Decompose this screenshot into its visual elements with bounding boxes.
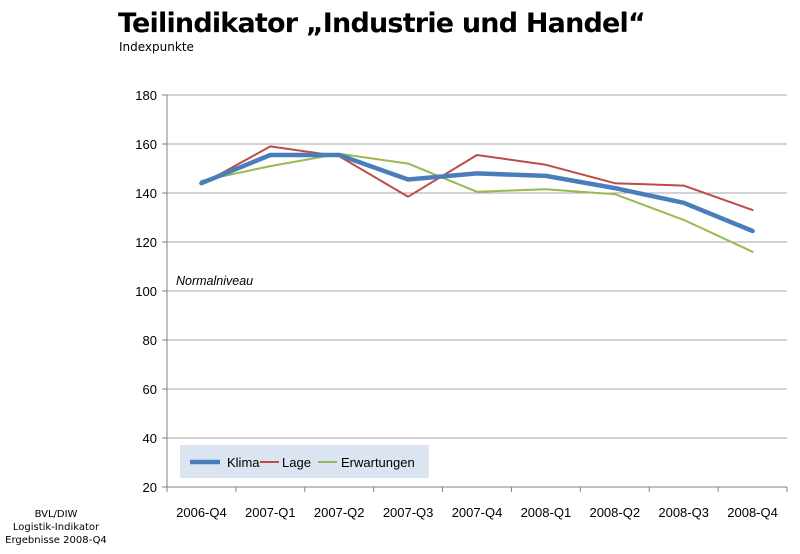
series-line-klima: [199, 152, 755, 234]
legend-label-erwartungen: Erwartungen: [341, 455, 415, 470]
legend-background: [180, 445, 429, 478]
y-tick-label: 60: [143, 382, 157, 397]
y-tick-label: 120: [135, 235, 157, 250]
y-tick-label: 20: [143, 480, 157, 495]
chart-subtitle: Indexpunkte: [119, 40, 194, 54]
y-tick-label: 180: [135, 88, 157, 103]
y-tick-label: 40: [143, 431, 157, 446]
legend-label-lage: Lage: [282, 455, 311, 470]
x-tick-label: 2007-Q2: [314, 505, 365, 520]
y-tick-label: 80: [143, 333, 157, 348]
x-tick-label: 2008-Q1: [521, 505, 572, 520]
series-line-erwartungen: [200, 152, 754, 253]
x-tick-label: 2007-Q1: [245, 505, 296, 520]
x-tick-label: 2007-Q4: [452, 505, 503, 520]
annotation-normalniveau: Normalniveau: [176, 274, 253, 288]
y-tick-label: 140: [135, 186, 157, 201]
source-line-2: Logistik-Indikator: [12, 522, 100, 533]
series-line-lage: [200, 145, 754, 212]
x-tick-label: 2007-Q3: [383, 505, 434, 520]
y-tick-label: 160: [135, 137, 157, 152]
y-tick-label: 100: [135, 284, 157, 299]
source-line-3: Ergebnisse 2008-Q4: [5, 535, 107, 546]
source-note: BVL/DIW Logistik-Indikator Ergebnisse 20…: [0, 508, 112, 547]
x-tick-label: 2008-Q4: [727, 505, 778, 520]
legend: Klima Lage Erwartungen: [180, 445, 429, 478]
x-tick-label: 2008-Q2: [589, 505, 640, 520]
x-tick-label: 2006-Q4: [176, 505, 227, 520]
x-tick-label: 2008-Q3: [658, 505, 709, 520]
source-line-1: BVL/DIW: [34, 509, 78, 520]
chart-title: Teilindikator „Industrie und Handel“: [118, 8, 646, 39]
legend-label-klima: Klima: [227, 455, 260, 470]
